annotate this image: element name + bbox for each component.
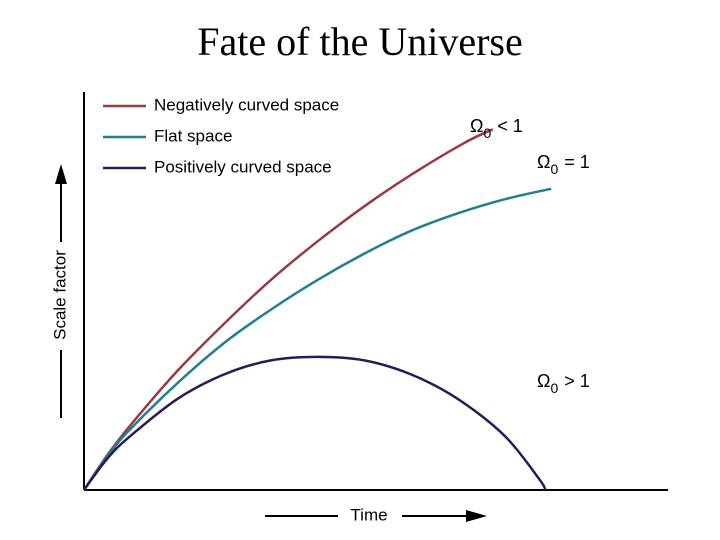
y-axis-arrow-icon bbox=[55, 164, 67, 184]
x-axis-arrow-icon bbox=[466, 510, 487, 522]
legend-item-3: Positively curved space bbox=[103, 157, 332, 176]
legend-item-2: Flat space bbox=[103, 126, 232, 145]
omega-annotation-3: Ω0 > 1 bbox=[537, 371, 590, 396]
legend-item-1: Negatively curved space bbox=[103, 95, 339, 114]
x-axis-label-group: Time bbox=[265, 505, 487, 524]
series-line-2 bbox=[82, 187, 552, 491]
slide-title: Fate of the Universe bbox=[197, 19, 523, 64]
legend-label: Positively curved space bbox=[154, 157, 332, 176]
legend-label: Negatively curved space bbox=[154, 95, 339, 114]
series-line-1 bbox=[82, 128, 494, 491]
y-axis-label: Scale factor bbox=[50, 250, 69, 340]
series-layer bbox=[82, 128, 552, 491]
omega-annotation-2: Ω0 = 1 bbox=[537, 152, 590, 177]
x-axis-label: Time bbox=[350, 505, 387, 524]
legend: Negatively curved space Flat space Positiv… bbox=[103, 95, 339, 176]
omega-annotation-1: Ω0 < 1 bbox=[470, 116, 523, 141]
legend-label: Flat space bbox=[154, 126, 232, 145]
series-line-3 bbox=[82, 355, 547, 491]
y-axis-label-group: Scale factor bbox=[50, 164, 69, 418]
annotations: Ω0 < 1 Ω0 = 1 Ω0 > 1 bbox=[470, 116, 590, 396]
